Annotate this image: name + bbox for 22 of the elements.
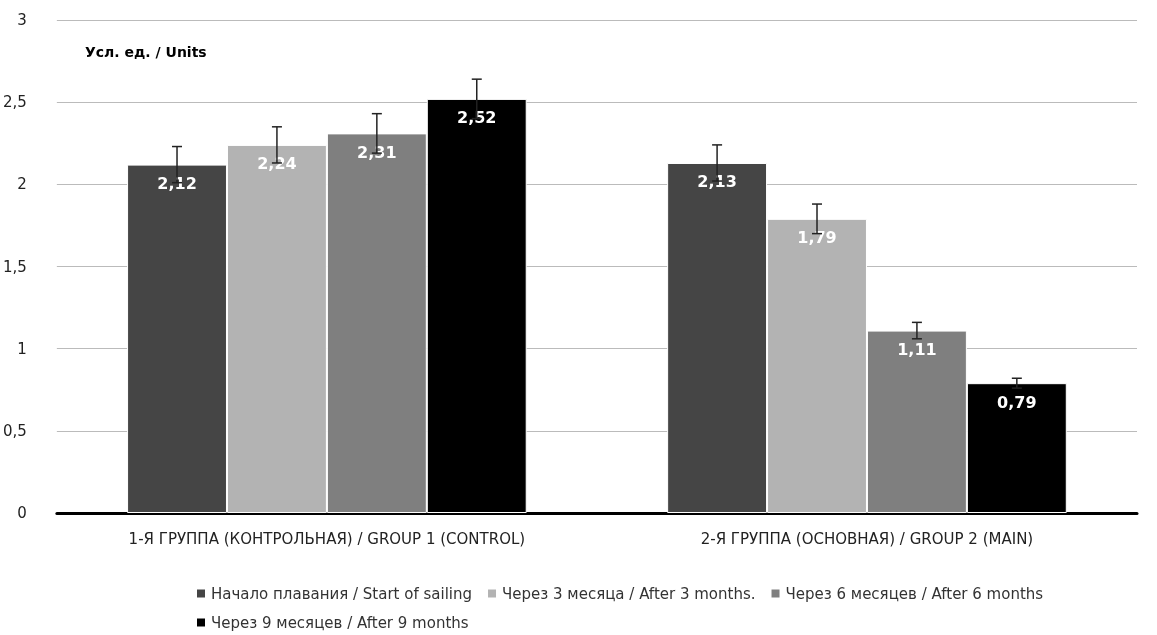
legend-label: Через 9 месяцев / After 9 months xyxy=(211,613,469,632)
legend-label: Через 6 месяцев / After 6 months xyxy=(785,584,1044,603)
y-tick-label: 1,5 xyxy=(3,257,27,276)
legend-label: Начало плавания / Start of sailing xyxy=(211,584,473,603)
y-tick-label: 3 xyxy=(17,11,27,29)
y-axis-title: Усл. ед. / Units xyxy=(85,44,207,60)
data-label: 2,52 xyxy=(457,108,497,128)
y-tick-label: 2,5 xyxy=(3,93,27,112)
x-tick-label: 2-Я ГРУППА (ОСНОВНАЯ) / GROUP 2 (MAIN) xyxy=(700,529,1034,548)
legend-label: Через 3 месяца / After 3 months. xyxy=(502,584,756,603)
data-label: 2,31 xyxy=(357,142,397,162)
data-label: 1,11 xyxy=(897,340,937,360)
y-tick-label: 2 xyxy=(17,175,27,194)
data-label: 2,24 xyxy=(257,154,297,174)
y-tick-label: 1 xyxy=(17,339,27,358)
x-tick-label: 1-Я ГРУППА (КОНТРОЛЬНАЯ) / GROUP 1 (CONTROL) xyxy=(128,529,526,548)
data-label: 2,12 xyxy=(157,174,197,194)
data-label: 2,13 xyxy=(697,172,737,192)
data-label: 1,79 xyxy=(797,228,837,248)
data-label: 0,79 xyxy=(997,392,1037,412)
y-tick-label: 0,5 xyxy=(3,421,27,440)
y-tick-label: 0 xyxy=(17,504,27,522)
